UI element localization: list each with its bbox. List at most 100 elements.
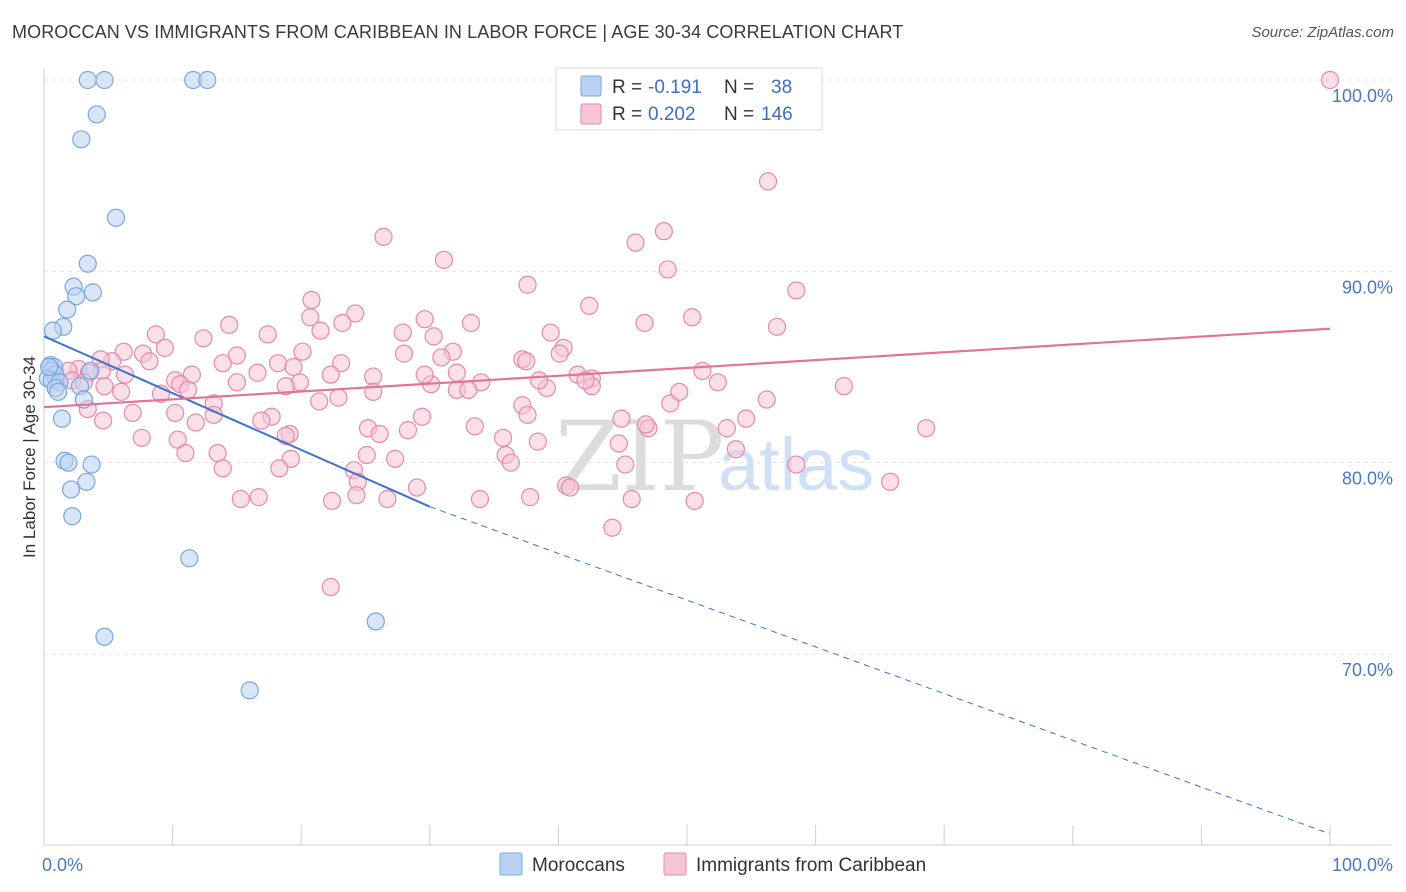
x-tick-label: 100.0% [1332,855,1393,875]
caribbean-point [322,491,342,511]
moroccan-point [78,70,97,90]
caribbean-point [415,310,434,329]
legend-r-label-moroccans: R = [612,77,642,98]
caribbean-point [881,472,900,491]
x-tick-labels: 0.0% 100.0% [42,855,1393,875]
caribbean-point [398,421,418,440]
caribbean-point [517,352,536,371]
caribbean-point [252,411,271,430]
caribbean-point [94,411,113,430]
moroccan-point [67,287,86,306]
moroccan-point [52,409,72,428]
caribbean-point [227,346,246,365]
caribbean-point [609,434,628,453]
caribbean-point [168,430,187,449]
caribbean-point [434,250,454,269]
caribbean-point [231,489,250,509]
moroccan-point [240,681,259,700]
source-credit: Source: ZipAtlas.com [1251,24,1394,41]
caribbean-point [685,491,704,511]
caribbean-point [321,577,340,597]
moroccan-point [40,357,59,377]
caribbean-point [917,419,936,438]
caribbean-point [612,409,631,428]
moroccan-point [63,507,82,526]
caribbean-point [518,275,537,294]
caribbean-point [329,388,348,407]
caribbean-point [580,296,599,315]
moroccan-point [87,105,106,124]
legend-r-value-caribbean: 0.202 [648,104,696,125]
caribbean-point [220,315,239,335]
caribbean-point [95,377,114,396]
moroccan-point [95,627,114,646]
caribbean-point [501,453,520,472]
caribbean-point [347,486,366,505]
regression-lines [43,327,1331,835]
caribbean-point [576,371,595,390]
y-tick-label: 90.0% [1342,277,1393,297]
y-axis-label: In Labor Force | Age 30-34 [20,356,39,558]
caribbean-point [331,354,351,373]
caribbean-point [424,327,443,346]
moroccan-point [77,472,96,491]
caribbean-point [176,444,195,463]
caribbean-point [616,455,635,474]
moroccan-point [106,208,126,227]
caribbean-point [622,489,641,509]
caribbean-point [284,357,303,377]
caribbean-point [407,478,427,497]
moroccans-trend-line [43,335,431,508]
moroccan-points [38,70,385,700]
caribbean-point [693,361,712,380]
caribbean-point [447,363,466,382]
caribbean-point [412,407,432,426]
legend-n-label-moroccans: N = [724,77,754,98]
moroccan-point [58,300,77,319]
y-tick-label: 80.0% [1342,469,1393,489]
caribbean-point [385,449,405,468]
axes [43,68,1392,846]
caribbean-point [654,222,673,241]
caribbean-point [541,323,560,342]
caribbean-point [213,459,232,478]
caribbean-point [683,308,702,327]
caribbean-point [415,365,434,384]
legend-r-value-moroccans: -0.191 [648,77,702,98]
watermark: ZIP atlas [555,401,874,513]
caribbean-point [757,390,776,409]
legend-n-value-moroccans: 38 [771,77,792,98]
y-tick-label: 100.0% [1332,86,1393,106]
caribbean-point [333,313,352,333]
caribbean-point [465,417,484,436]
caribbean-points [46,70,1340,597]
legend-n-label-caribbean: N = [724,104,754,125]
caribbean-point [276,426,295,445]
moroccan-point [72,130,91,149]
caribbean-trend-line [43,327,1331,409]
caribbean-point [321,365,340,384]
legend-n-value-caribbean: 146 [761,104,793,125]
caribbean-point [194,329,213,348]
series-legend-label-moroccans: Moroccans [532,855,625,876]
caribbean-point [249,488,268,507]
x-tick-label: 0.0% [42,855,83,875]
caribbean-point [626,233,645,252]
caribbean-point [140,352,159,371]
caribbean-point [213,354,232,373]
correlation-legend: R = -0.191 N = 38 R = 0.202 N = 146 [555,67,823,131]
caribbean-point [166,403,185,423]
caribbean-point [834,377,853,396]
caribbean-point [227,373,246,392]
moroccan-point [59,453,78,472]
caribbean-point [310,392,329,411]
moroccan-point [49,382,68,401]
caribbean-point [346,304,365,323]
caribbean-point [528,432,547,451]
gridlines [44,79,1392,655]
caribbean-point [293,342,312,361]
caribbean-point [178,380,198,400]
legend-r-label-caribbean: R = [612,104,642,125]
caribbean-point [708,373,727,392]
